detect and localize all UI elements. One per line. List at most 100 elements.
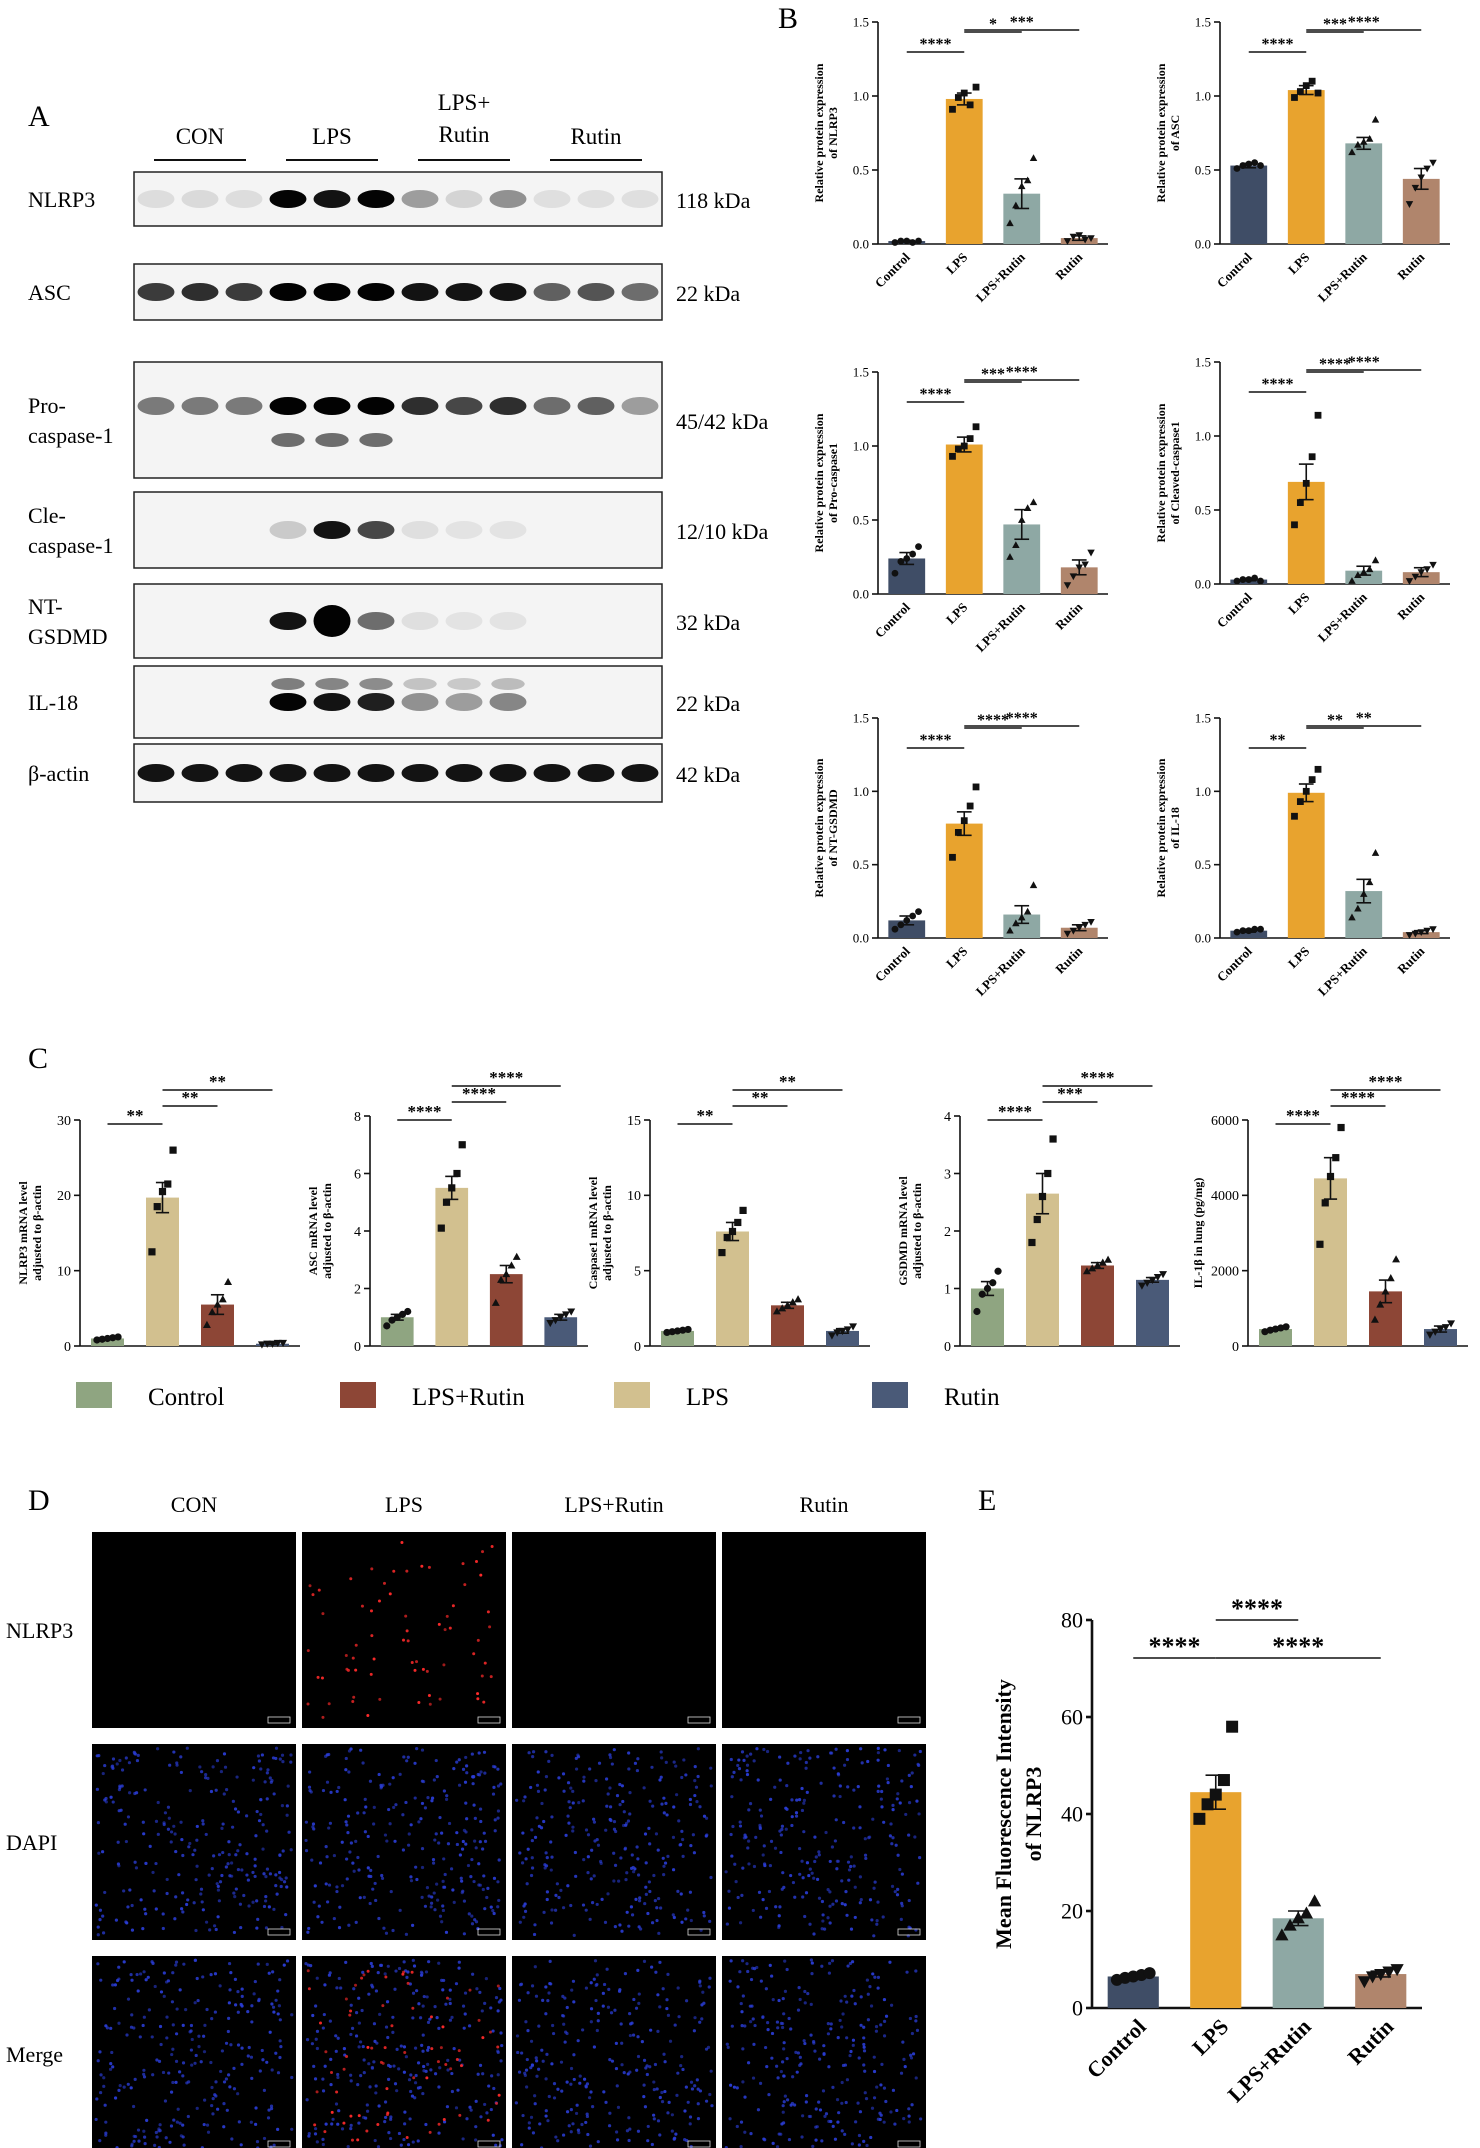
dapi-nucleus [806,1991,810,1996]
dapi-nucleus [547,2094,551,2099]
dapi-nucleus [551,2023,555,2028]
dapi-nucleus [582,1775,586,1779]
dapi-nucleus [419,1973,424,1977]
dapi-nucleus [735,2124,739,2129]
y-tick-label: 0 [1072,1996,1083,2021]
nlrp3-signal [315,2090,319,2094]
dapi-nucleus [397,2131,402,2136]
dapi-nucleus [841,2012,845,2016]
blot-strip [133,491,663,569]
dapi-nucleus [776,2076,780,2080]
dapi-nucleus [444,1930,449,1934]
scale-bar [687,1716,711,1724]
dapi-nucleus [232,2087,237,2091]
dapi-nucleus [654,1832,659,1836]
dapi-nucleus [810,1871,814,1875]
dapi-nucleus [798,2055,802,2059]
dapi-nucleus [660,2090,664,2095]
dapi-nucleus [332,1916,336,1921]
data-point [1429,561,1437,569]
dapi-nucleus [882,2034,887,2038]
sig-label: *** [1323,16,1347,33]
dapi-nucleus [236,1867,241,1872]
dapi-nucleus [833,2137,838,2141]
dapi-nucleus [569,1903,573,1908]
dapi-nucleus [914,2014,918,2019]
dapi-nucleus [644,1885,648,1889]
data-point [1291,94,1298,101]
dapi-nucleus [625,1871,629,1875]
dapi-nucleus [320,1920,324,1924]
dapi-nucleus [841,2063,846,2068]
dapi-nucleus [638,1896,642,1900]
sig-label: ** [779,1072,796,1091]
dapi-nucleus [455,1842,459,1847]
dapi-nucleus [484,1977,488,1981]
dapi-nucleus [465,1764,469,1768]
nlrp3-signal [324,2050,328,2054]
bar [435,1187,469,1346]
dapi-nucleus [377,1772,381,1777]
dapi-nucleus [138,2035,142,2039]
dapi-nucleus [478,1990,482,1994]
nlrp3-signal [430,2047,434,2051]
dapi-nucleus [871,1817,875,1821]
dapi-nucleus [637,1899,642,1903]
data-point [827,1332,836,1340]
dapi-nucleus [97,1851,101,1855]
dapi-nucleus [313,2127,318,2131]
dapi-nucleus [648,2065,652,2069]
dapi-nucleus [896,1887,900,1891]
data-point [1029,881,1038,889]
dapi-nucleus [276,2012,280,2016]
blot-band [357,190,395,208]
dapi-nucleus [642,1959,647,1963]
dapi-nucleus [463,2012,467,2016]
dapi-nucleus [664,1801,668,1805]
dapi-nucleus [891,2088,896,2092]
dapi-nucleus [410,1923,415,1927]
blot-band [401,693,439,711]
dapi-nucleus [180,1837,184,1842]
dapi-nucleus [413,2081,418,2085]
bar [945,98,983,245]
scale-bar [267,2140,291,2148]
dapi-nucleus [383,1972,387,1976]
dapi-nucleus [405,1759,409,1763]
dapi-nucleus [845,1913,849,1917]
dapi-nucleus [210,1867,214,1871]
dapi-nucleus [393,2082,398,2086]
nlrp3-signal [404,1614,408,1618]
dapi-nucleus [340,1884,345,1888]
dapi-nucleus [368,1779,373,1783]
y-tick-label: 6000 [1211,1114,1239,1129]
dapi-nucleus [435,2015,439,2020]
sig-label: ** [209,1072,226,1091]
dapi-nucleus [874,2025,879,2029]
data-point [1023,176,1032,184]
dapi-nucleus [810,1972,814,1976]
dapi-nucleus [523,2071,527,2075]
dapi-nucleus [643,1832,648,1836]
dapi-nucleus [222,2080,227,2084]
data-point [1332,1154,1340,1162]
dapi-nucleus [130,1903,134,1908]
dapi-nucleus [437,1841,441,1845]
dapi-nucleus [289,1848,293,1852]
dapi-nucleus [414,2073,418,2078]
dapi-nucleus [457,1783,462,1787]
data-point [1148,1276,1157,1285]
dapi-nucleus [879,2113,883,2117]
dapi-nucleus [103,1890,107,1895]
dapi-nucleus [213,1972,218,1976]
dapi-nucleus [527,2121,531,2125]
data-point [458,1141,466,1149]
dapi-nucleus [246,1878,250,1882]
dapi-nucleus [627,1924,631,1928]
dapi-nucleus [592,1820,597,1824]
dapi-nucleus [216,1915,220,1919]
bar [1026,1193,1059,1346]
dapi-nucleus [222,1752,227,1756]
